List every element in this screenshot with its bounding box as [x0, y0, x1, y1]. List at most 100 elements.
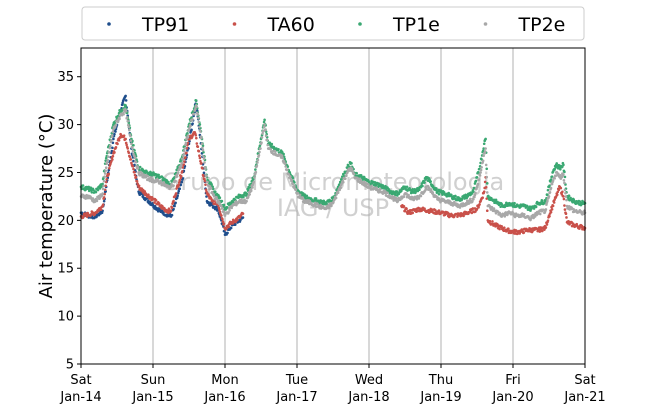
- point-TA60: [561, 190, 564, 194]
- point-TP2e: [223, 214, 227, 217]
- y-tick-label: 15: [57, 262, 74, 277]
- point-TA60: [562, 195, 565, 198]
- point-TP1e: [526, 204, 529, 208]
- point-TP2e: [259, 147, 262, 150]
- point-TA60: [147, 193, 150, 196]
- point-TP2e: [417, 197, 421, 200]
- y-axis-title: Air temperature (°C): [36, 114, 57, 299]
- point-TP1e: [418, 188, 421, 192]
- point-TP1e: [277, 147, 280, 151]
- point-TP2e: [285, 168, 289, 172]
- point-TP2e: [122, 112, 125, 116]
- point-TA60: [170, 206, 174, 210]
- point-TP91: [124, 94, 127, 98]
- point-TA60: [124, 137, 127, 141]
- point-TP2e: [196, 113, 200, 116]
- point-TP91: [170, 213, 174, 217]
- point-TA60: [221, 217, 224, 221]
- point-TA60: [126, 147, 130, 150]
- point-TA60: [104, 184, 107, 188]
- point-TP1e: [194, 99, 198, 102]
- point-TP2e: [301, 196, 304, 199]
- point-TP1e: [474, 179, 478, 183]
- point-TP91: [113, 132, 116, 136]
- point-TP2e: [183, 149, 186, 153]
- point-TP1e: [218, 196, 222, 200]
- point-TA60: [153, 201, 156, 204]
- point-TP1e: [472, 190, 475, 193]
- point-TP2e: [338, 188, 341, 192]
- point-TA60: [104, 180, 108, 184]
- point-TA60: [563, 208, 567, 211]
- x-tick-date-label: Jan-20: [491, 390, 533, 405]
- point-TA60: [131, 165, 135, 168]
- legend-box: [81, 6, 585, 41]
- point-TP2e: [465, 203, 469, 206]
- point-TP2e: [107, 151, 111, 154]
- point-TA60: [204, 188, 208, 191]
- point-TP2e: [227, 211, 230, 214]
- point-TA60: [564, 212, 568, 216]
- point-TP2e: [116, 120, 120, 124]
- point-TP2e: [186, 136, 189, 140]
- point-TA60: [132, 167, 135, 171]
- point-TP2e: [284, 165, 287, 168]
- point-TA60: [111, 154, 115, 158]
- point-TP2e: [195, 105, 199, 109]
- point-TP2e: [332, 200, 335, 204]
- point-TP2e: [201, 146, 204, 150]
- point-TP91: [110, 149, 114, 153]
- point-TP2e: [423, 189, 427, 192]
- point-TA60: [198, 156, 202, 160]
- point-TA60: [197, 149, 201, 153]
- point-TA60: [482, 190, 486, 193]
- point-TP2e: [240, 198, 243, 201]
- point-TP2e: [174, 179, 177, 183]
- point-TP2e: [265, 138, 269, 142]
- point-TP1e: [346, 163, 350, 167]
- point-TP2e: [294, 188, 298, 192]
- point-TA60: [103, 192, 106, 196]
- point-TP91: [175, 196, 179, 200]
- point-TP1e: [222, 203, 226, 207]
- point-TP2e: [198, 125, 201, 129]
- point-TA60: [550, 208, 554, 211]
- point-TP2e: [181, 158, 185, 161]
- point-TP2e: [200, 136, 203, 140]
- point-TA60: [222, 222, 226, 225]
- data-points: [79, 94, 587, 237]
- point-TP2e: [220, 204, 223, 208]
- point-TP2e: [485, 191, 489, 194]
- point-TA60: [483, 180, 487, 184]
- point-TA60: [185, 151, 188, 155]
- point-TP2e: [341, 180, 345, 184]
- point-TP2e: [485, 175, 489, 179]
- point-TP1e: [393, 193, 397, 196]
- point-TA60: [150, 195, 154, 199]
- point-TP1e: [101, 182, 104, 186]
- point-TP2e: [228, 209, 231, 212]
- point-TA60: [186, 141, 190, 145]
- point-TP2e: [565, 198, 568, 202]
- point-TP2e: [472, 197, 475, 201]
- point-TA60: [485, 197, 489, 200]
- point-TA60: [498, 227, 501, 231]
- legend-marker-TP1e: [358, 22, 362, 26]
- point-TP2e: [118, 117, 121, 121]
- point-TP2e: [103, 175, 106, 179]
- point-TP1e: [157, 173, 160, 177]
- point-TP1e: [423, 181, 426, 184]
- point-TP2e: [562, 179, 566, 182]
- point-TA60: [181, 169, 184, 173]
- point-TA60: [551, 204, 555, 208]
- point-TP91: [176, 191, 180, 195]
- point-TP2e: [367, 183, 370, 186]
- point-TA60: [485, 209, 489, 213]
- point-TP1e: [201, 144, 205, 148]
- point-TP2e: [176, 171, 180, 174]
- point-TP2e: [136, 167, 140, 170]
- y-tick-label: 25: [57, 166, 74, 181]
- point-TP2e: [475, 187, 478, 191]
- point-TA60: [103, 188, 107, 192]
